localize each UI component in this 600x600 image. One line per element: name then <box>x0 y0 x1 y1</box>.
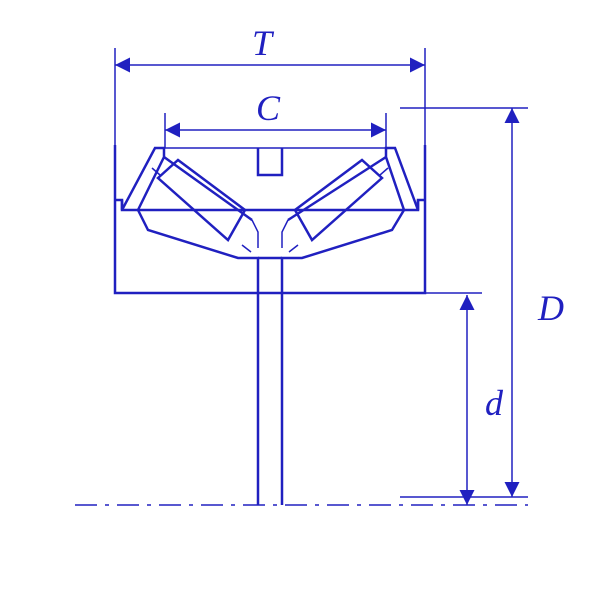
label-C: C <box>256 88 281 128</box>
bearing-diagram: T C D d <box>0 0 600 600</box>
label-D: D <box>537 288 564 328</box>
label-T: T <box>252 23 275 63</box>
label-d: d <box>485 383 504 423</box>
